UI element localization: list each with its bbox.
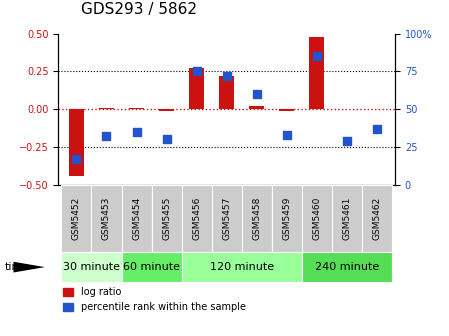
Point [253,91,260,97]
Bar [182,185,212,252]
Bar [159,109,174,111]
Text: GSM5458: GSM5458 [252,197,261,240]
Legend: log ratio, percentile rank within the sample: log ratio, percentile rank within the sa… [63,287,246,312]
Text: 120 minute: 120 minute [210,262,274,272]
Bar [279,109,295,111]
Bar [152,185,182,252]
Text: GSM5454: GSM5454 [132,197,141,240]
Bar [332,185,362,252]
Bar [219,76,234,109]
Point [313,53,321,59]
Bar [92,185,122,252]
Bar [302,185,332,252]
Bar [69,109,84,176]
Point [223,73,230,79]
Text: GSM5457: GSM5457 [222,197,231,240]
Text: GSM5462: GSM5462 [373,197,382,240]
Text: 30 minute: 30 minute [63,262,120,272]
Point [103,134,110,139]
Bar [189,69,204,109]
Text: time: time [4,262,30,272]
Text: GDS293 / 5862: GDS293 / 5862 [81,2,197,17]
Point [283,132,291,138]
Text: GSM5461: GSM5461 [343,197,352,240]
Text: GSM5460: GSM5460 [313,197,321,240]
Bar [302,252,392,282]
Point [163,137,170,142]
Bar [249,106,264,109]
Bar [242,185,272,252]
Bar [62,252,122,282]
Bar [309,37,325,109]
Bar [122,252,182,282]
Bar [129,108,144,109]
Bar [272,185,302,252]
Point [73,157,80,162]
Bar [362,185,392,252]
Point [133,129,140,135]
Bar [212,185,242,252]
Point [343,138,351,144]
Text: GSM5456: GSM5456 [192,197,201,240]
Bar [182,252,302,282]
Text: GSM5453: GSM5453 [102,197,111,240]
Text: GSM5455: GSM5455 [162,197,171,240]
Point [374,126,381,132]
Point [193,69,200,74]
Text: 60 minute: 60 minute [123,262,180,272]
Bar [122,185,152,252]
Polygon shape [13,262,45,272]
Text: 240 minute: 240 minute [315,262,379,272]
Text: GSM5459: GSM5459 [282,197,291,240]
Bar [62,185,92,252]
Text: GSM5452: GSM5452 [72,197,81,240]
